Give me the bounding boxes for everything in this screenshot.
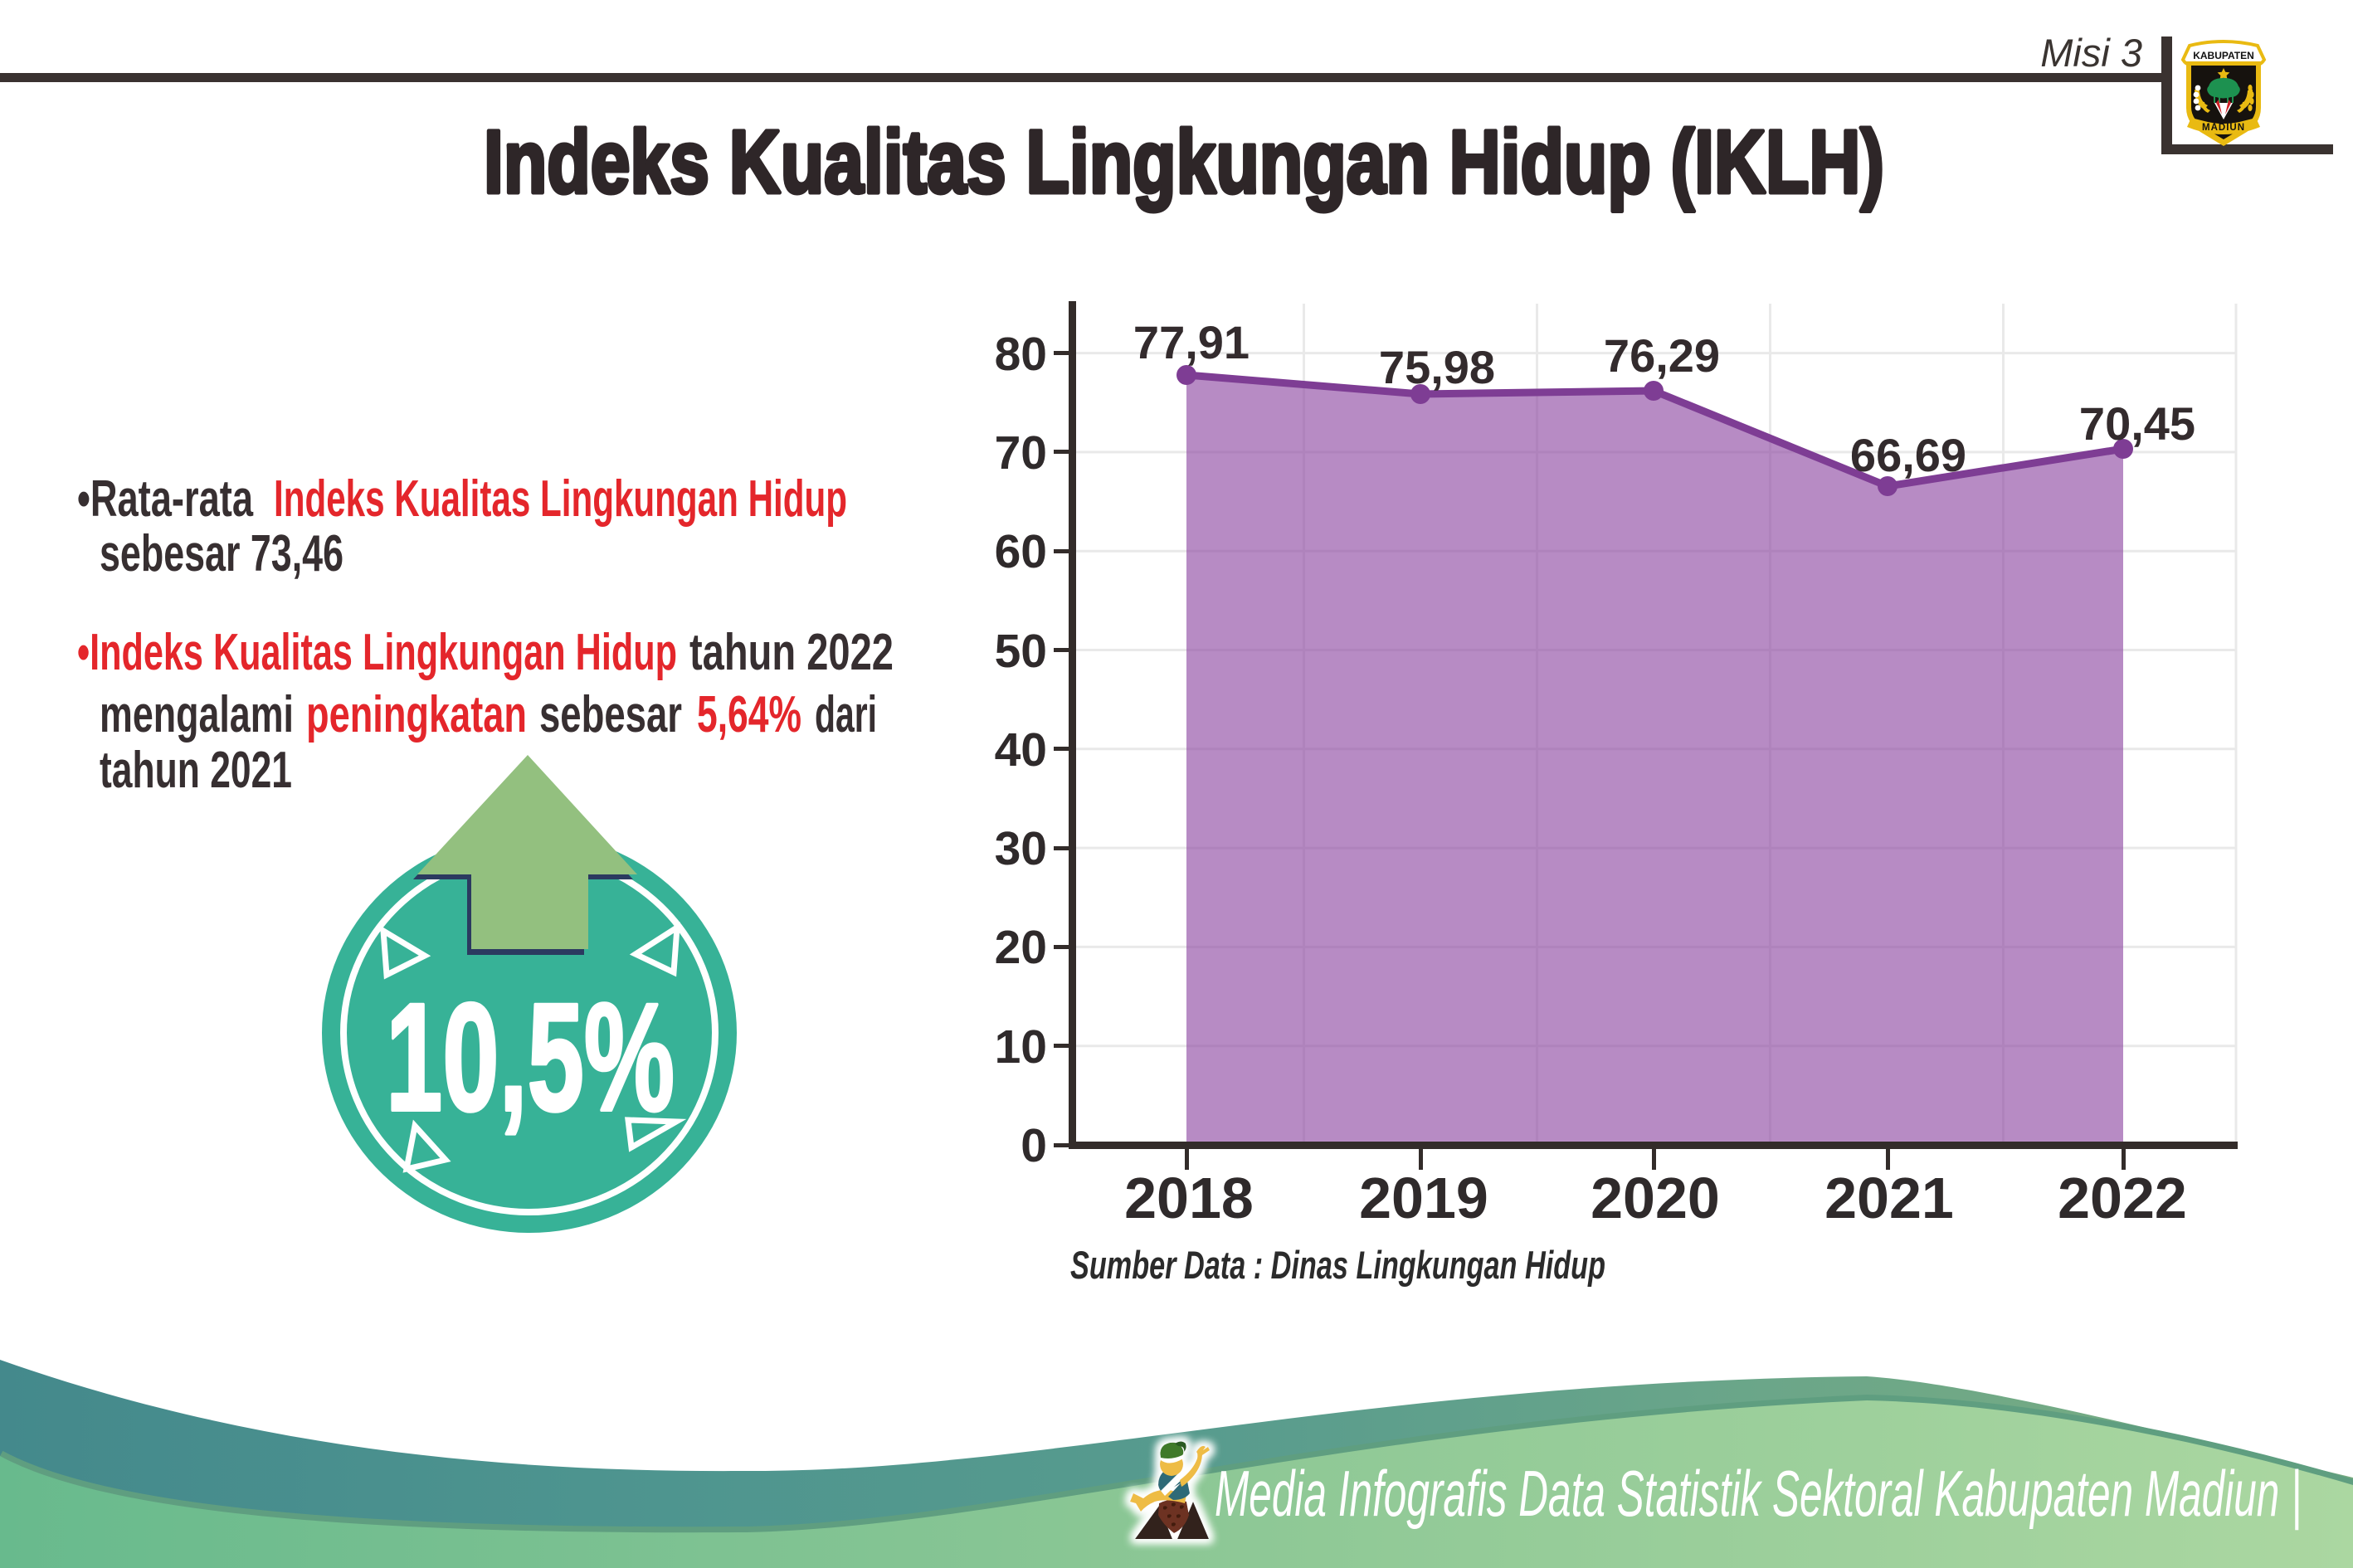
svg-text:77,91: 77,91 <box>1133 316 1250 368</box>
svg-text:30: 30 <box>995 822 1047 875</box>
svg-text:Sumber Data : Dinas Lingkungan: Sumber Data : Dinas Lingkungan Hidup <box>1070 1243 1605 1287</box>
svg-text:2022: 2022 <box>2058 1166 2187 1230</box>
svg-text:•Indeks Kualitas Lingkungan Hi: •Indeks Kualitas Lingkungan Hidup <box>77 624 677 681</box>
svg-text:•Rata-rata: •Rata-rata <box>77 470 253 528</box>
svg-text:70: 70 <box>995 426 1047 480</box>
svg-text:sebesar: sebesar <box>539 686 682 743</box>
svg-text:2020: 2020 <box>1591 1166 1720 1230</box>
svg-text:peningkatan: peningkatan <box>306 686 527 743</box>
svg-text:76,29: 76,29 <box>1604 329 1720 382</box>
svg-text:2019: 2019 <box>1359 1166 1488 1230</box>
svg-text:80: 80 <box>995 328 1047 381</box>
svg-text:sebesar 73,46: sebesar 73,46 <box>100 525 343 582</box>
svg-text:0: 0 <box>1021 1119 1047 1172</box>
svg-text:2021: 2021 <box>1824 1166 1954 1230</box>
svg-text:mengalami: mengalami <box>100 686 294 743</box>
svg-text:Media Infografis Data Statisti: Media Infografis Data Statistik Sektoral… <box>1215 1457 2302 1530</box>
svg-text:66,69: 66,69 <box>1850 429 1966 481</box>
svg-text:MADIUN: MADIUN <box>2202 123 2245 133</box>
svg-text:tahun 2021: tahun 2021 <box>100 742 292 799</box>
svg-text:10,5%: 10,5% <box>386 972 675 1143</box>
svg-text:2018: 2018 <box>1124 1166 1254 1230</box>
svg-text:50: 50 <box>995 625 1047 678</box>
svg-text:40: 40 <box>995 723 1047 777</box>
svg-text:Indeks Kualitas Lingkungan Hid: Indeks Kualitas Lingkungan Hidup (IKLH) <box>484 111 1884 212</box>
svg-text:10: 10 <box>995 1020 1047 1074</box>
svg-text:60: 60 <box>995 525 1047 578</box>
svg-text:75,98: 75,98 <box>1379 341 1495 393</box>
svg-text:5,64%: 5,64% <box>697 686 801 743</box>
svg-text:20: 20 <box>995 921 1047 974</box>
svg-text:Misi 3: Misi 3 <box>2040 31 2142 75</box>
svg-text:dari: dari <box>815 686 877 743</box>
svg-text:KABUPATEN: KABUPATEN <box>2193 50 2254 61</box>
svg-text:tahun 2022: tahun 2022 <box>689 624 894 681</box>
svg-text:70,45: 70,45 <box>2079 397 2195 450</box>
svg-text:Indeks Kualitas Lingkungan Hid: Indeks Kualitas Lingkungan Hidup <box>274 470 847 528</box>
